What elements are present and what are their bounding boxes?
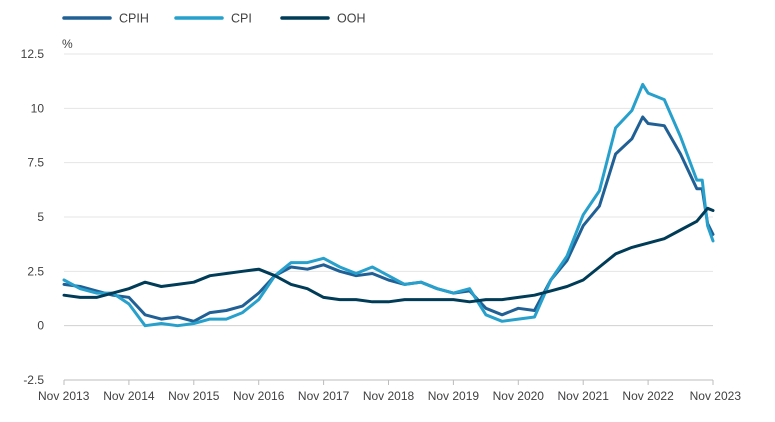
y-tick-label: 0	[37, 319, 44, 333]
x-tick-label: Nov 2017	[298, 389, 350, 403]
y-tick-label: 10	[31, 101, 45, 115]
y-axis-unit-label: %	[62, 37, 73, 51]
legend-label-cpih: CPIH	[119, 12, 149, 26]
x-tick-label: Nov 2020	[493, 389, 545, 403]
y-tick-label: 5	[37, 210, 44, 224]
x-tick-label: Nov 2023	[690, 389, 742, 403]
x-tick-label: Nov 2014	[103, 389, 155, 403]
x-tick-label: Nov 2013	[38, 389, 90, 403]
y-tick-label: 12.5	[21, 47, 45, 61]
x-tick-label: Nov 2021	[558, 389, 610, 403]
y-gridlines	[64, 53, 713, 381]
series-line-cpi	[62, 82, 715, 328]
chart-legend: CPIH CPI OOH	[62, 12, 365, 26]
x-axis: Nov 2013 Nov 2014 Nov 2015 Nov 2016 Nov 2017…	[38, 379, 742, 403]
series-line-cpih	[62, 115, 715, 323]
legend-label-ooh: OOH	[337, 12, 365, 26]
y-tick-label: -2.5	[23, 373, 44, 387]
y-tick-label: 7.5	[27, 156, 44, 170]
y-axis-tick-labels: 12.5 10 7.5 5 2.5 0 -2.5	[21, 47, 45, 387]
chart-series	[62, 82, 715, 328]
y-tick-label: 2.5	[27, 264, 44, 278]
x-tick-label: Nov 2022	[622, 389, 674, 403]
x-tick-label: Nov 2018	[363, 389, 415, 403]
x-tick-label: Nov 2015	[168, 389, 220, 403]
legend-label-cpi: CPI	[231, 12, 252, 26]
series-line-ooh	[62, 206, 715, 304]
x-tick-label: Nov 2019	[428, 389, 480, 403]
x-tick-label: Nov 2016	[233, 389, 285, 403]
